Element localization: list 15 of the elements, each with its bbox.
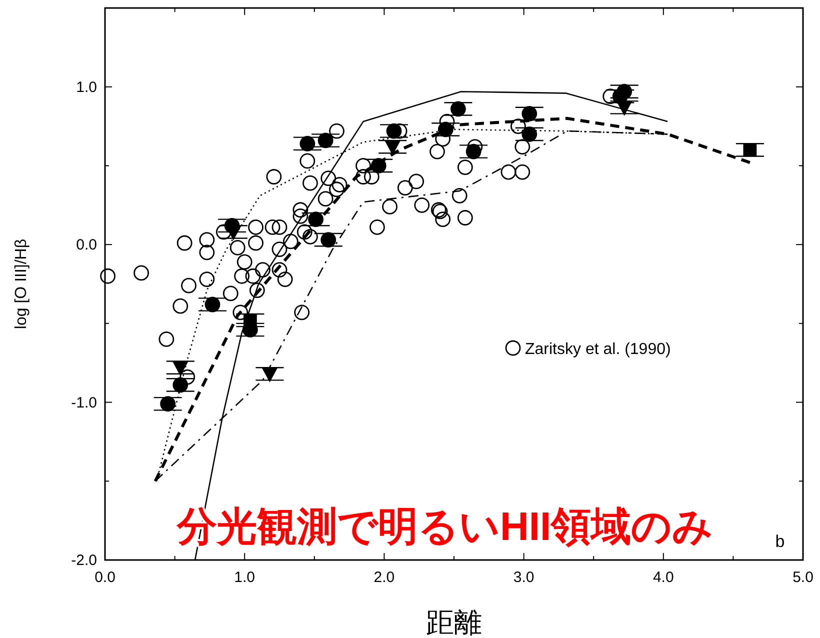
y-tick-label: 1.0: [76, 78, 97, 96]
x-tick-label: 1.0: [234, 569, 256, 586]
y-tick-label: -1.0: [71, 394, 97, 412]
y-axis-title: log [O III]/Hβ: [13, 238, 30, 330]
x-tick-label: 3.0: [513, 569, 534, 586]
x-axis-title: 距離: [426, 607, 482, 638]
x-tick-label: 5.0: [792, 569, 814, 586]
y-tick-label: -2.0: [71, 552, 97, 569]
legend: Zaritsky et al. (1990): [505, 340, 671, 358]
y-tick-label: 0.0: [76, 236, 97, 254]
x-tick-label: 0.0: [94, 569, 116, 586]
legend-label: Zaritsky et al. (1990): [525, 341, 671, 358]
x-tick-label: 4.0: [652, 569, 674, 586]
annotation: b: [775, 532, 785, 551]
x-tick-label: 2.0: [374, 569, 395, 586]
